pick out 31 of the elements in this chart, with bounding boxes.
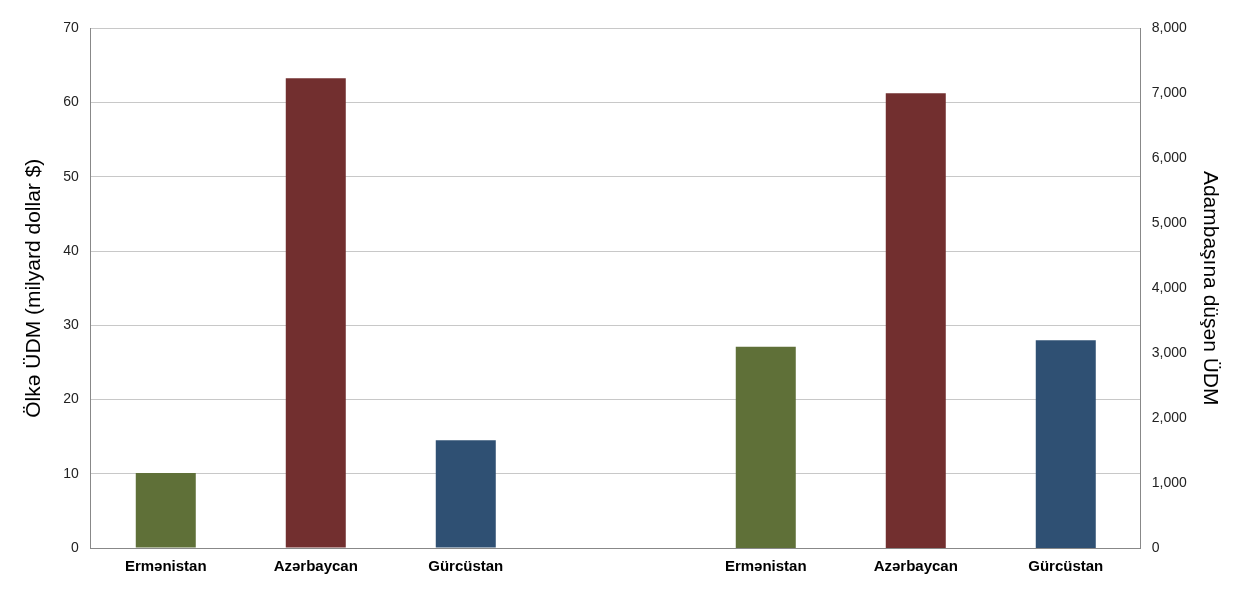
- y2-tick-label: 3,000: [1151, 344, 1188, 361]
- y2-axis-title: Adambaşına düşən ÜDM: [1199, 170, 1223, 406]
- y-tick-label: 0: [70, 538, 79, 555]
- bar: [735, 346, 796, 548]
- y2-tick-label: 2,000: [1151, 408, 1188, 425]
- x-tick-label: Azərbaycan: [873, 557, 958, 575]
- bar: [285, 78, 346, 548]
- y2-tick-label: 5,000: [1151, 214, 1188, 231]
- x-tick-label: Ermənistan: [724, 557, 807, 575]
- bar: [135, 473, 196, 548]
- bar: [435, 440, 496, 548]
- x-tick-label: Gürcüstan: [1028, 557, 1104, 575]
- y-tick-label: 40: [63, 241, 79, 258]
- x-tick-label: Gürcüstan: [428, 557, 504, 575]
- y-tick-label: 50: [63, 167, 79, 184]
- y-tick-label: 60: [63, 93, 79, 110]
- x-tick-label: Azərbaycan: [273, 557, 358, 575]
- y2-tick-label: 0: [1151, 538, 1160, 555]
- y-tick-label: 20: [63, 390, 79, 407]
- y2-tick-label: 1,000: [1151, 473, 1188, 490]
- y-tick-label: 70: [63, 19, 79, 36]
- y-tick-label: 30: [63, 316, 79, 333]
- y2-tick-label: 8,000: [1151, 19, 1188, 36]
- y2-tick-label: 7,000: [1151, 84, 1188, 101]
- y-axis-title: Ölkə ÜDM (milyard dollar $): [21, 158, 45, 418]
- bar: [1035, 340, 1096, 548]
- y-tick-label: 10: [63, 464, 79, 481]
- y2-tick-label: 6,000: [1151, 149, 1188, 166]
- y2-tick-label: 4,000: [1151, 279, 1188, 296]
- bar: [885, 93, 946, 548]
- x-tick-label: Ermənistan: [124, 557, 207, 575]
